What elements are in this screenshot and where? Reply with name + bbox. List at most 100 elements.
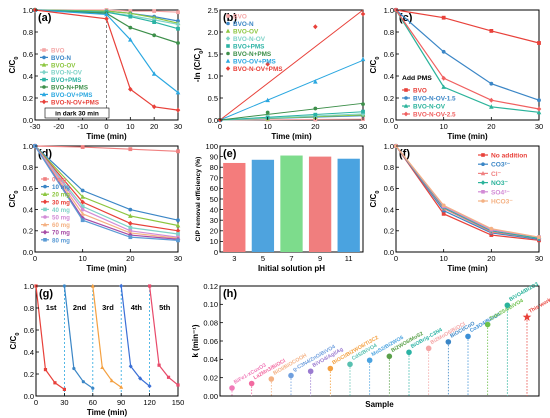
legend-marker [480,180,486,185]
cycle-label: 2nd [73,303,87,312]
legend-label: 60 mg [52,222,70,229]
x-tick-label: 20 [126,254,134,263]
legend-entry: BVO-OV [225,29,259,36]
y-tick-label: 0.0 [23,248,33,257]
x-tick-label: -20 [53,122,64,131]
data-point [62,387,66,391]
legend-label: BVO-N+PMS [233,51,272,58]
data-point [128,37,133,42]
legend-label: BVO-N-OV+PMS [51,99,99,106]
x-tick-label: 0 [104,122,108,131]
data-point [268,376,275,382]
legend-entry: Cl⁻ [478,171,502,178]
series-3 [393,7,542,112]
series-line [395,9,540,113]
y-tick-label: 0.2 [384,94,394,103]
data-point [176,232,180,236]
data-point [80,199,85,205]
data-point [537,41,541,45]
y-tick-label: 70 [210,174,218,183]
legend-marker [42,85,46,89]
panel-label: (e) [223,148,237,160]
x-tick-label: -10 [77,122,88,131]
y-tick-label: 1.0 [384,142,394,151]
x-axis-label: Time (min) [447,264,488,273]
bar-ph-7 [280,155,303,252]
legend-marker [226,21,230,26]
data-point [176,10,180,15]
y-tick-label: 0.2 [24,370,34,379]
data-point [80,218,85,223]
y-axis-label: k (min⁻¹) [191,324,200,357]
legend-label: BVO-N-OV-1.5 [413,96,456,103]
data-point [100,365,105,369]
y-tick-label: 40 [210,205,218,214]
x-tick-label: 20 [150,122,158,131]
y-tick-label: 1.0 [208,72,218,81]
y-tick-label: 0.08 [203,318,218,327]
x-tick-label: 0 [33,254,37,263]
y-axis-label: CIP removal efficiency (%) [195,157,202,242]
y-tick-label: 0.0 [208,116,218,125]
legend-label: BVO [51,48,65,55]
data-point [441,15,446,20]
data-point [489,97,494,103]
data-point [360,56,366,62]
legend-entry: BVO-N+PMS [40,85,88,92]
data-point [265,61,270,67]
data-point [128,364,133,369]
y-tick-label: 0.4 [24,348,34,357]
legend-label: BVO-N-OV [51,70,83,77]
series-line [395,145,540,241]
legend-marker [481,153,485,157]
x-tick-label: 150 [172,398,185,407]
panel-7: (h)BiFe1-xCuxO3La2Mn3/BiOClBiOI/BiOCOOHg… [191,281,550,409]
y-tick-label: 2.0 [208,28,218,37]
y-tick-label: 60 [210,184,218,193]
data-point [265,110,270,115]
legend-entry: BVO [402,88,427,95]
data-point [104,11,109,17]
data-point [441,203,446,208]
data-point [80,188,85,193]
y-tick-label: 0.12 [203,282,218,291]
data-point [128,14,133,19]
data-point [441,84,446,89]
legend-entry: BVO-N+PMS [226,51,272,58]
data-point [537,98,541,103]
y-tick-label: 0.8 [23,28,33,37]
data-point [175,107,181,113]
data-point [489,104,494,109]
series-line [34,145,179,238]
fit-line [219,111,364,121]
series-line [395,9,540,110]
legend-entry: 0 mg [41,177,67,184]
data-point [62,284,66,288]
legend-label: BVO-N [51,55,71,62]
data-point [166,375,171,379]
y-tick-label: 0.00 [203,392,218,401]
legend-marker [43,238,47,242]
panel-5: (f) 0.0 0.2 0.4 0.6 0.8 1.0 0 10 20 30 Time (min) C/… [369,142,543,273]
data-point [104,16,109,22]
x-tick-label: 5 [261,254,265,263]
legend-entry: No addition [478,153,527,160]
data-point [128,225,133,230]
legend-label: CO3²⁻ [491,162,511,169]
data-point [128,147,133,152]
data-point [229,385,235,391]
y-tick-label: 0.8 [24,304,34,313]
y-tick-label: 0.8 [384,163,394,172]
data-point [152,33,157,38]
data-point [484,321,491,328]
legend-entry: BVO-OV [40,62,76,69]
series-line [34,145,179,221]
series-line [34,145,179,241]
x-tick-label: 10 [439,122,447,131]
series-line [34,145,179,152]
legend-marker [480,171,486,176]
bar-ph-3 [223,162,246,252]
legend-entry: BVO+PMS [226,44,265,51]
series-line [34,145,179,232]
